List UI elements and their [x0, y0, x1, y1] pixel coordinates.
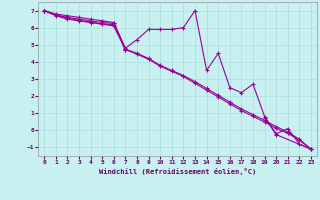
X-axis label: Windchill (Refroidissement éolien,°C): Windchill (Refroidissement éolien,°C) — [99, 168, 256, 175]
